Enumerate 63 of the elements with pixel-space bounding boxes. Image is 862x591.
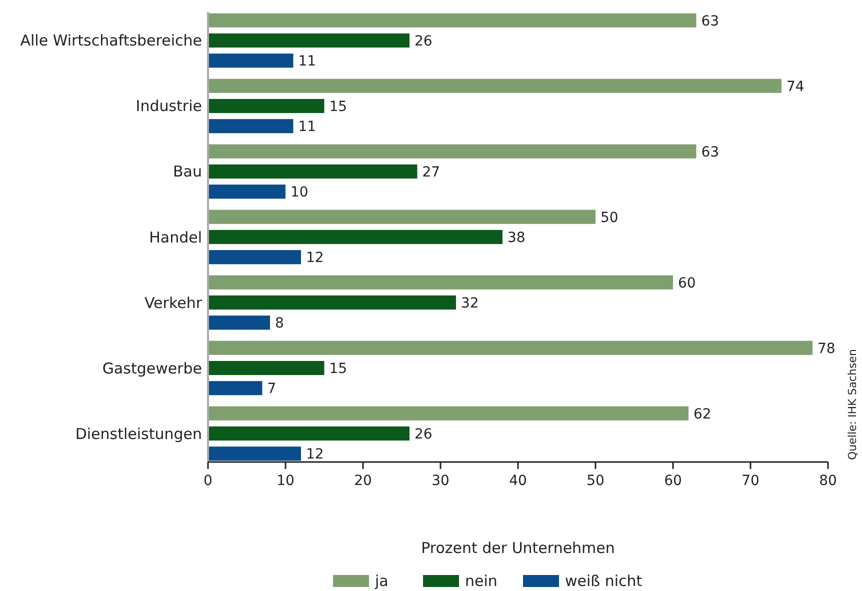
x-tick-label: 70 — [742, 473, 760, 489]
bar — [208, 144, 696, 158]
y-tick-label: Industrie — [136, 97, 202, 116]
data-label: 50 — [600, 210, 618, 226]
data-label: 60 — [678, 275, 696, 292]
bar — [208, 98, 324, 114]
legend-label: ja — [374, 572, 388, 590]
source-note: Quelle: IHK Sachsen — [846, 349, 859, 460]
x-axis-title: Prozent der Unternehmen — [421, 539, 615, 557]
x-tick-label: 0 — [204, 473, 212, 489]
bar — [208, 13, 696, 28]
bar — [208, 164, 418, 179]
data-label: 15 — [329, 98, 348, 115]
data-label: 15 — [329, 360, 348, 377]
bar — [208, 184, 286, 199]
bar — [208, 406, 688, 420]
x-tick-label: 60 — [664, 473, 682, 489]
bar — [208, 33, 410, 48]
data-label: 78 — [818, 340, 836, 357]
bar — [208, 250, 301, 264]
x-tick-label: 10 — [276, 473, 294, 489]
data-label: 8 — [275, 316, 284, 332]
data-label: 12 — [306, 250, 324, 266]
x-tick-label: 30 — [432, 473, 450, 489]
data-label: 62 — [694, 406, 712, 422]
data-label: 63 — [701, 144, 720, 160]
data-label: 63 — [701, 13, 720, 30]
data-label: 74 — [786, 78, 804, 95]
bar — [208, 446, 301, 461]
data-label: 12 — [306, 446, 324, 463]
y-tick-label: Alle Wirtschaftsbereiche — [20, 32, 202, 50]
legend-label: nein — [465, 572, 498, 590]
bar — [208, 295, 456, 310]
data-label: 26 — [414, 33, 432, 50]
data-label: 10 — [290, 184, 308, 201]
data-label: 38 — [508, 230, 526, 246]
legend-label: weiß nicht — [565, 572, 642, 590]
data-label: 27 — [422, 164, 440, 180]
bar — [208, 275, 673, 290]
data-label: 32 — [461, 295, 479, 312]
bar — [208, 381, 262, 396]
data-label: 26 — [414, 426, 432, 442]
bar — [208, 360, 324, 376]
bar — [208, 340, 812, 355]
y-tick-label: Handel — [149, 228, 202, 246]
data-label: 11 — [298, 119, 316, 136]
x-tick-label: 50 — [586, 473, 604, 489]
bar — [208, 119, 294, 134]
x-tick-label: 80 — [819, 473, 837, 489]
y-tick-label: Bau — [173, 162, 202, 181]
bar — [208, 230, 502, 244]
y-tick-label: Gastgewerbe — [102, 359, 202, 378]
bar — [208, 210, 596, 224]
bar — [208, 426, 410, 441]
y-tick-label: Dienstleistungen — [75, 424, 202, 443]
data-label: 11 — [298, 54, 316, 70]
data-label: 7 — [267, 381, 276, 398]
y-tick-label: Verkehr — [144, 294, 203, 312]
bar — [208, 316, 270, 330]
bar — [208, 54, 294, 68]
x-tick-label: 20 — [354, 473, 372, 489]
bar — [208, 78, 782, 93]
x-tick-label: 40 — [509, 473, 527, 489]
